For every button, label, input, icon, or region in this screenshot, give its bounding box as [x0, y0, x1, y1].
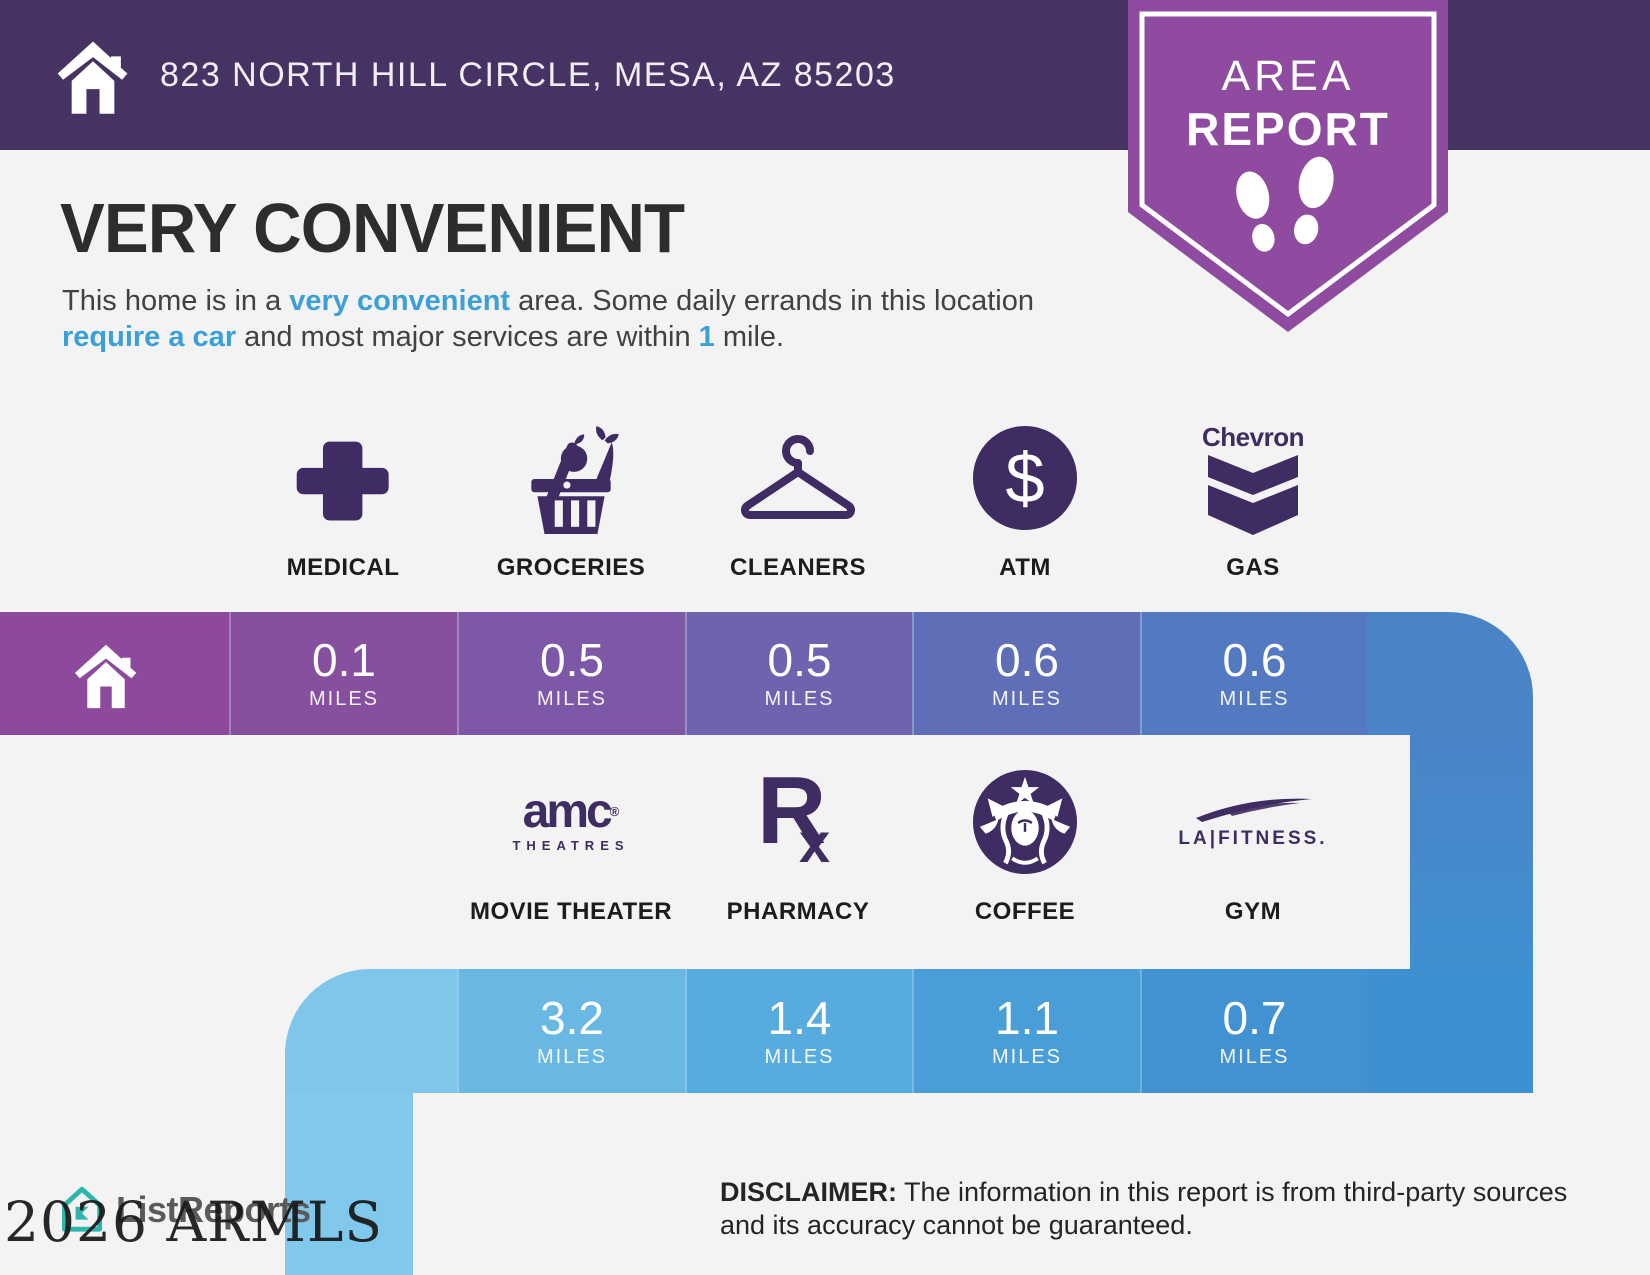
- amenity-coffee: COFFEE: [912, 752, 1138, 926]
- badge-line1: AREA: [1221, 52, 1355, 100]
- bar-home-segment: [0, 612, 229, 735]
- intro-highlight: require a car: [62, 321, 237, 353]
- amenity-label: ATM: [999, 554, 1051, 581]
- distance-value: 0.6: [995, 634, 1059, 686]
- intro-highlight: very convenient: [289, 285, 511, 317]
- amenity-label: MEDICAL: [286, 554, 400, 581]
- snake-right-connector: [1410, 732, 1533, 972]
- amc-theatres-logo: amc® THEATRES: [512, 752, 629, 892]
- bar-right-join: [1367, 969, 1533, 1093]
- amenity-gym: LA|FITNESS. GYM: [1140, 752, 1366, 926]
- dollar-glyph: $: [1005, 439, 1044, 518]
- medical-cross-icon: [292, 408, 394, 548]
- intro-text: This home is in a: [62, 285, 290, 317]
- distance-unit: MILES: [536, 1045, 608, 1068]
- mls-watermark: 2026 ARMLS: [4, 1190, 384, 1254]
- rx-icon: R x: [743, 752, 853, 892]
- bottom-panel: [413, 1093, 1650, 1275]
- distance-value: 0.5: [767, 634, 832, 686]
- distance-cell-movie-theater: 3.2 MILES: [457, 969, 685, 1093]
- chevron-brand-text: Chevron: [1202, 421, 1304, 452]
- amenity-medical: MEDICAL: [230, 408, 456, 582]
- amenity-gas: Chevron GAS: [1140, 408, 1366, 582]
- distance-value: 3.2: [540, 991, 604, 1044]
- disclaimer-label: DISCLAIMER:: [720, 1177, 897, 1207]
- distance-value: 1.4: [767, 991, 832, 1044]
- listreports-logo: ListReports: [58, 1184, 311, 1236]
- bar-curve-tail: [1367, 612, 1533, 735]
- la-fitness-brand-text: LA|FITNESS.: [1178, 828, 1328, 849]
- intro-paragraph: This home is in a very convenient area. …: [62, 283, 1122, 355]
- property-address: 823 NORTH HILL CIRCLE, MESA, AZ 85203: [160, 55, 896, 94]
- page-title: VERY CONVENIENT: [60, 189, 685, 267]
- distance-unit: MILES: [1219, 688, 1290, 710]
- listreports-house-icon: [62, 1186, 102, 1232]
- distance-cell-medical: 0.1 MILES: [229, 612, 457, 735]
- intro-highlight: 1: [698, 321, 715, 353]
- distance-unit: MILES: [1219, 1045, 1290, 1068]
- home-icon: [70, 637, 142, 713]
- amenity-label: CLEANERS: [729, 554, 866, 581]
- hanger-icon: [732, 408, 864, 548]
- intro-text: area. Some daily errands in this locatio…: [510, 285, 1034, 317]
- intro-text: and most major services are within: [236, 321, 699, 353]
- disclaimer-text: The information in this report is from t…: [720, 1177, 1568, 1240]
- distance-cell-cleaners: 0.5 MILES: [685, 612, 912, 735]
- distance-cell-gas: 0.6 MILES: [1140, 612, 1367, 735]
- amenity-label: GROCERIES: [496, 554, 646, 581]
- distance-unit: MILES: [991, 1045, 1063, 1068]
- distance-bar-bottom: 3.2 MILES 1.4 MILES 1.1 MILES 0.7 MILES: [285, 969, 1533, 1093]
- distance-unit: MILES: [991, 688, 1063, 710]
- distance-value: 0.7: [1222, 991, 1287, 1044]
- amenity-label: COFFEE: [974, 898, 1076, 925]
- amc-sub-text: THEATRES: [512, 837, 630, 853]
- dollar-circle-icon: $: [971, 408, 1079, 548]
- distance-value: 1.1: [995, 991, 1059, 1044]
- distance-cell-pharmacy: 1.4 MILES: [685, 969, 912, 1093]
- amenity-groceries: GROCERIES: [458, 408, 684, 582]
- distance-unit: MILES: [764, 1045, 835, 1068]
- distance-bar-top: 0.1 MILES 0.5 MILES 0.5 MILES 0.6 MILES …: [0, 612, 1533, 735]
- distance-unit: MILES: [764, 688, 835, 710]
- amenity-label: MOVIE THEATER: [469, 898, 673, 925]
- amenity-label: GYM: [1224, 898, 1282, 925]
- intro-text: mile.: [714, 321, 785, 353]
- middle-panel: [0, 735, 1410, 969]
- amenity-movie-theater: amc® THEATRES MOVIE THEATER: [458, 752, 684, 926]
- amenity-label: PHARMACY: [726, 898, 870, 925]
- la-fitness-swoosh-icon: [1196, 798, 1312, 822]
- badge-line2: REPORT: [1186, 103, 1390, 155]
- distance-unit: MILES: [536, 688, 608, 710]
- distance-cell-atm: 0.6 MILES: [912, 612, 1140, 735]
- amenity-atm: $ ATM: [912, 408, 1138, 582]
- rx-letter-r: R: [757, 757, 827, 864]
- chevron-gas-logo: Chevron: [1202, 408, 1304, 548]
- la-fitness-logo: LA|FITNESS.: [1178, 752, 1327, 892]
- grocery-basket-icon: [515, 408, 627, 548]
- distance-value: 0.5: [540, 634, 604, 686]
- distance-value: 0.6: [1222, 634, 1287, 686]
- listreports-wordmark: ListReports: [116, 1189, 311, 1230]
- registered-mark: ®: [609, 803, 620, 819]
- amenity-cleaners: CLEANERS: [685, 408, 911, 582]
- bar-curve-tail: [285, 969, 457, 1093]
- distance-cell-groceries: 0.5 MILES: [457, 612, 685, 735]
- area-report-badge: AREA REPORT: [1128, 0, 1448, 332]
- disclaimer: DISCLAIMER: The information in this repo…: [720, 1176, 1615, 1242]
- footprints-icon: [1236, 156, 1334, 252]
- amc-brand-text: amc: [522, 784, 613, 838]
- distance-cell-gym: 0.7 MILES: [1140, 969, 1367, 1093]
- distance-cell-coffee: 1.1 MILES: [912, 969, 1140, 1093]
- home-icon: [52, 32, 134, 120]
- rx-letter-x: x: [799, 811, 831, 874]
- amenity-pharmacy: R x PHARMACY: [685, 752, 911, 926]
- distance-value: 0.1: [312, 634, 376, 686]
- starbucks-siren-icon: [971, 752, 1079, 892]
- distance-unit: MILES: [308, 688, 380, 710]
- amenity-label: GAS: [1226, 554, 1280, 581]
- chevron-marks-icon: [1208, 454, 1298, 535]
